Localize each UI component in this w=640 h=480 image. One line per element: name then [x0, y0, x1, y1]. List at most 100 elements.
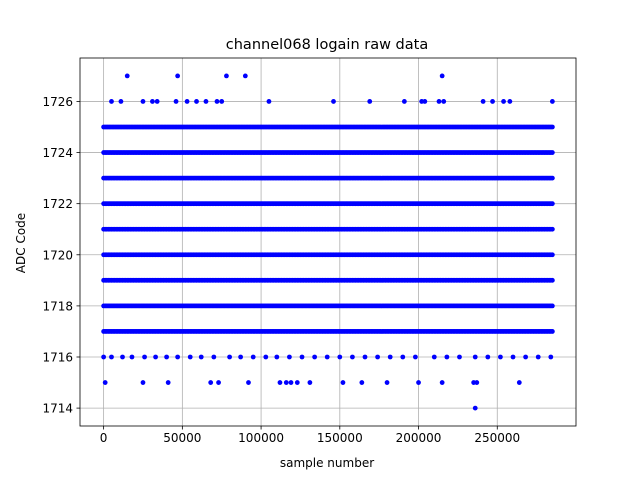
data-point — [472, 405, 478, 411]
data-point — [109, 354, 114, 360]
data-point — [507, 99, 513, 104]
data-point — [150, 99, 155, 104]
data-point — [535, 354, 541, 360]
data-point — [387, 354, 393, 360]
data-point — [549, 99, 555, 104]
data-point — [164, 354, 170, 360]
y-tick-label: 1720 — [42, 248, 73, 262]
data-point — [340, 380, 346, 385]
y-axis-label: ADC Code — [14, 213, 28, 273]
x-tick-label: 150000 — [317, 431, 363, 445]
data-point — [214, 99, 220, 104]
data-point — [109, 99, 114, 104]
data-point — [124, 73, 130, 79]
data-point — [362, 354, 368, 360]
x-tick-label: 250000 — [474, 431, 520, 445]
data-point — [266, 99, 272, 104]
data-point — [277, 380, 283, 385]
data-point — [439, 73, 445, 79]
data-point — [129, 354, 135, 360]
data-point — [480, 99, 486, 104]
data-point — [367, 99, 373, 104]
data-point — [549, 124, 555, 130]
data-point — [549, 150, 555, 155]
data-point — [490, 99, 495, 104]
data-point — [194, 99, 199, 104]
x-tick-label: 100000 — [238, 431, 284, 445]
data-point — [184, 99, 190, 104]
data-point — [216, 380, 221, 385]
data-point — [294, 380, 300, 385]
y-tick-label: 1718 — [42, 299, 73, 313]
data-point — [274, 354, 280, 360]
data-point — [516, 380, 522, 385]
data-point — [263, 354, 269, 360]
data-point — [208, 380, 214, 385]
data-point — [416, 380, 421, 385]
data-point — [187, 354, 193, 360]
data-point — [140, 380, 146, 385]
plot-frame — [79, 57, 577, 427]
data-point — [154, 99, 160, 104]
data-point — [422, 99, 428, 104]
data-point — [287, 354, 292, 360]
data-point — [175, 73, 181, 79]
data-point — [375, 354, 380, 360]
data-point — [457, 354, 462, 360]
data-point — [549, 252, 555, 258]
data-point — [350, 354, 355, 360]
data-point — [401, 99, 407, 104]
x-tick-label: 50000 — [163, 431, 201, 445]
y-tick-label: 1724 — [42, 146, 73, 160]
data-point — [283, 380, 289, 385]
y-tick-label: 1714 — [42, 402, 73, 416]
data-point — [523, 354, 529, 360]
data-point — [439, 380, 445, 385]
data-point — [501, 99, 506, 104]
data-point — [359, 380, 365, 385]
data-point — [198, 354, 204, 360]
data-point — [441, 99, 447, 104]
data-point — [118, 99, 124, 104]
data-point — [307, 380, 313, 385]
data-point — [549, 175, 555, 181]
data-point — [324, 354, 330, 360]
data-point — [120, 354, 125, 360]
data-point — [549, 277, 555, 283]
data-point — [331, 99, 336, 104]
data-point — [140, 99, 146, 104]
data-point — [175, 354, 181, 360]
data-point — [299, 354, 305, 360]
y-tick-label: 1716 — [42, 351, 73, 365]
data-point — [431, 354, 437, 360]
data-point — [238, 354, 244, 360]
chart-title: channel068 logain raw data — [226, 37, 428, 53]
data-point — [165, 380, 171, 385]
data-point — [153, 354, 158, 360]
data-point — [242, 73, 248, 79]
data-point — [312, 354, 318, 360]
data-point — [102, 380, 108, 385]
data-point — [250, 354, 256, 360]
data-point — [436, 99, 442, 104]
data-point — [246, 380, 251, 385]
data-point — [485, 354, 491, 360]
data-point — [510, 354, 516, 360]
x-tick-label: 0 — [100, 431, 108, 445]
data-point — [224, 73, 229, 79]
data-point — [498, 354, 503, 360]
data-point — [142, 354, 147, 360]
data-point — [288, 380, 294, 385]
data-points — [101, 73, 555, 411]
data-point — [549, 303, 555, 309]
data-point — [549, 329, 555, 334]
data-point — [472, 354, 478, 360]
data-point — [444, 354, 450, 360]
axis-ticks: 0 50000 100000 150000 200000 250000 1714 1716 17… — [42, 95, 520, 445]
data-point — [384, 380, 390, 385]
data-point — [548, 354, 554, 360]
data-point — [412, 354, 418, 360]
